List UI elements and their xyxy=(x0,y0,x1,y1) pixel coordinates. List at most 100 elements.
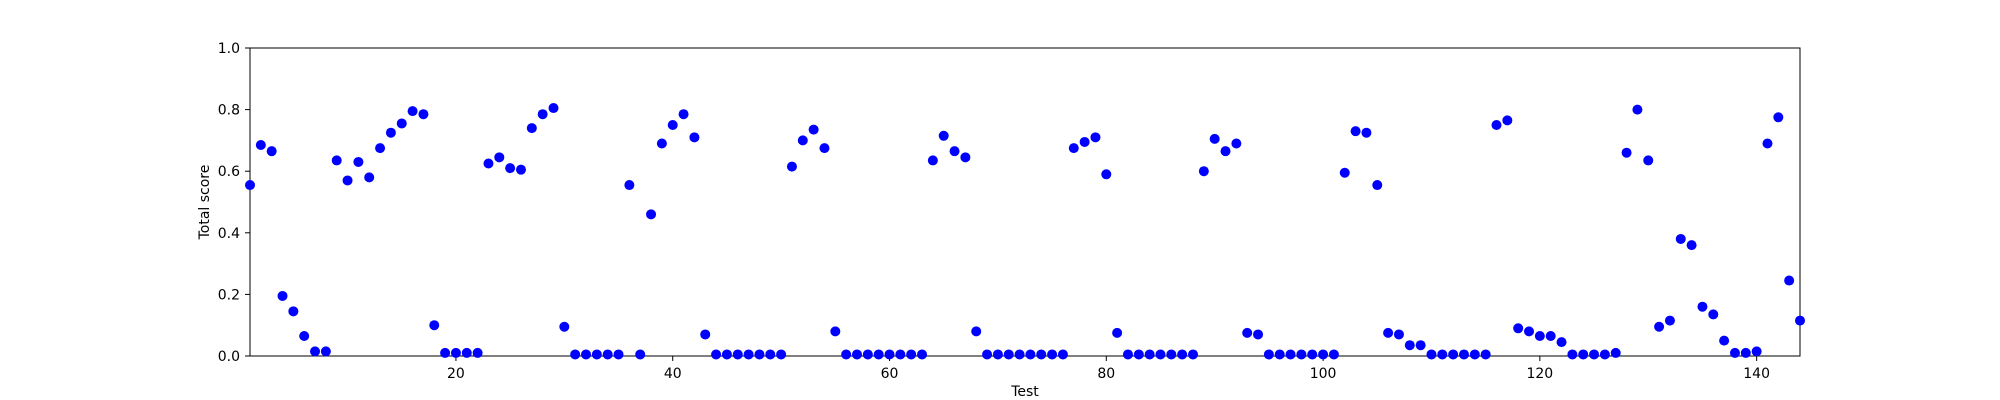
data-point xyxy=(1090,132,1101,143)
data-point xyxy=(765,349,776,360)
data-point xyxy=(1599,349,1610,360)
y-tick-label: 0.4 xyxy=(218,226,240,242)
x-axis-label: Test xyxy=(1010,384,1039,400)
data-point xyxy=(797,135,808,146)
x-tick-label: 60 xyxy=(881,366,899,382)
y-tick-label: 1.0 xyxy=(218,41,240,57)
data-point xyxy=(678,109,689,120)
data-point xyxy=(1491,120,1502,130)
data-point xyxy=(537,109,548,120)
data-point xyxy=(1036,349,1047,360)
data-point xyxy=(1469,349,1480,360)
data-point xyxy=(1025,349,1036,360)
data-point xyxy=(776,349,787,360)
data-point xyxy=(841,349,852,360)
data-point xyxy=(1133,349,1144,360)
data-point xyxy=(906,349,917,360)
y-tick-label: 0.6 xyxy=(218,164,240,180)
data-point xyxy=(1079,136,1090,147)
data-point xyxy=(711,349,722,360)
data-point xyxy=(646,209,657,220)
data-point xyxy=(1188,349,1199,360)
data-point xyxy=(1014,349,1025,360)
data-point xyxy=(884,349,895,360)
data-point xyxy=(429,320,440,331)
data-point xyxy=(721,349,732,360)
y-tick-label: 0.0 xyxy=(218,349,240,365)
x-tick-label: 120 xyxy=(1526,366,1553,382)
data-point xyxy=(299,330,310,341)
data-point xyxy=(375,143,386,154)
data-point xyxy=(960,152,971,163)
data-point xyxy=(982,349,993,360)
data-point xyxy=(635,349,646,360)
data-point xyxy=(1610,347,1621,358)
data-point xyxy=(624,180,635,191)
data-point xyxy=(667,120,678,130)
data-point xyxy=(743,349,754,360)
plot-area: 20 40 60 80 100 120 140 0.0 0.2 0.4 0.6 0.8 1.0 xyxy=(218,41,1805,382)
data-point xyxy=(440,347,451,358)
data-point xyxy=(1231,138,1242,149)
data-point xyxy=(808,124,819,135)
data-point xyxy=(830,326,841,337)
data-point xyxy=(1198,166,1209,177)
data-point xyxy=(917,349,928,360)
data-point xyxy=(1654,321,1665,332)
data-point xyxy=(266,146,277,157)
data-point xyxy=(1643,155,1654,166)
data-point xyxy=(1632,104,1643,115)
data-point xyxy=(1068,143,1079,154)
data-point xyxy=(1350,126,1361,137)
data-point xyxy=(602,349,613,360)
data-point xyxy=(1740,347,1751,358)
data-point xyxy=(873,349,884,360)
data-point xyxy=(591,349,602,360)
data-point xyxy=(1220,146,1231,157)
data-point xyxy=(581,349,592,360)
data-point xyxy=(786,161,797,172)
y-axis: 0.0 0.2 0.4 0.6 0.8 1.0 xyxy=(218,41,250,365)
data-point xyxy=(1524,326,1535,337)
data-point xyxy=(1502,115,1513,126)
data-point xyxy=(1621,147,1632,158)
data-point xyxy=(1578,349,1589,360)
data-point xyxy=(1729,347,1740,358)
data-point xyxy=(1101,169,1112,180)
data-point xyxy=(570,349,581,360)
data-point xyxy=(472,347,483,358)
data-point xyxy=(1144,349,1155,360)
data-point xyxy=(1567,349,1578,360)
data-point xyxy=(450,347,461,358)
data-point xyxy=(1285,349,1296,360)
data-point xyxy=(1339,167,1350,178)
data-point xyxy=(1155,349,1166,360)
data-point xyxy=(1274,349,1285,360)
x-tick-label: 40 xyxy=(664,366,682,382)
data-point xyxy=(396,118,407,129)
data-point xyxy=(1762,138,1773,149)
data-point xyxy=(1404,340,1415,351)
data-point xyxy=(1296,349,1307,360)
data-point xyxy=(1253,329,1264,340)
data-point xyxy=(1383,327,1394,338)
data-point xyxy=(559,321,570,332)
data-point xyxy=(938,130,949,141)
y-tick-label: 0.2 xyxy=(218,287,240,303)
data-point xyxy=(1773,112,1784,123)
plot-frame xyxy=(249,47,1801,357)
data-points xyxy=(245,103,1805,360)
data-point xyxy=(1047,349,1058,360)
data-point xyxy=(1437,349,1448,360)
data-point xyxy=(461,347,472,358)
data-point xyxy=(1448,349,1459,360)
data-point xyxy=(1708,309,1719,320)
data-point xyxy=(1751,346,1762,357)
data-point xyxy=(407,106,418,117)
data-point xyxy=(949,146,960,157)
data-point xyxy=(1307,349,1318,360)
data-point xyxy=(385,127,396,138)
data-point xyxy=(1242,327,1253,338)
data-point xyxy=(310,346,321,357)
data-point xyxy=(1426,349,1437,360)
